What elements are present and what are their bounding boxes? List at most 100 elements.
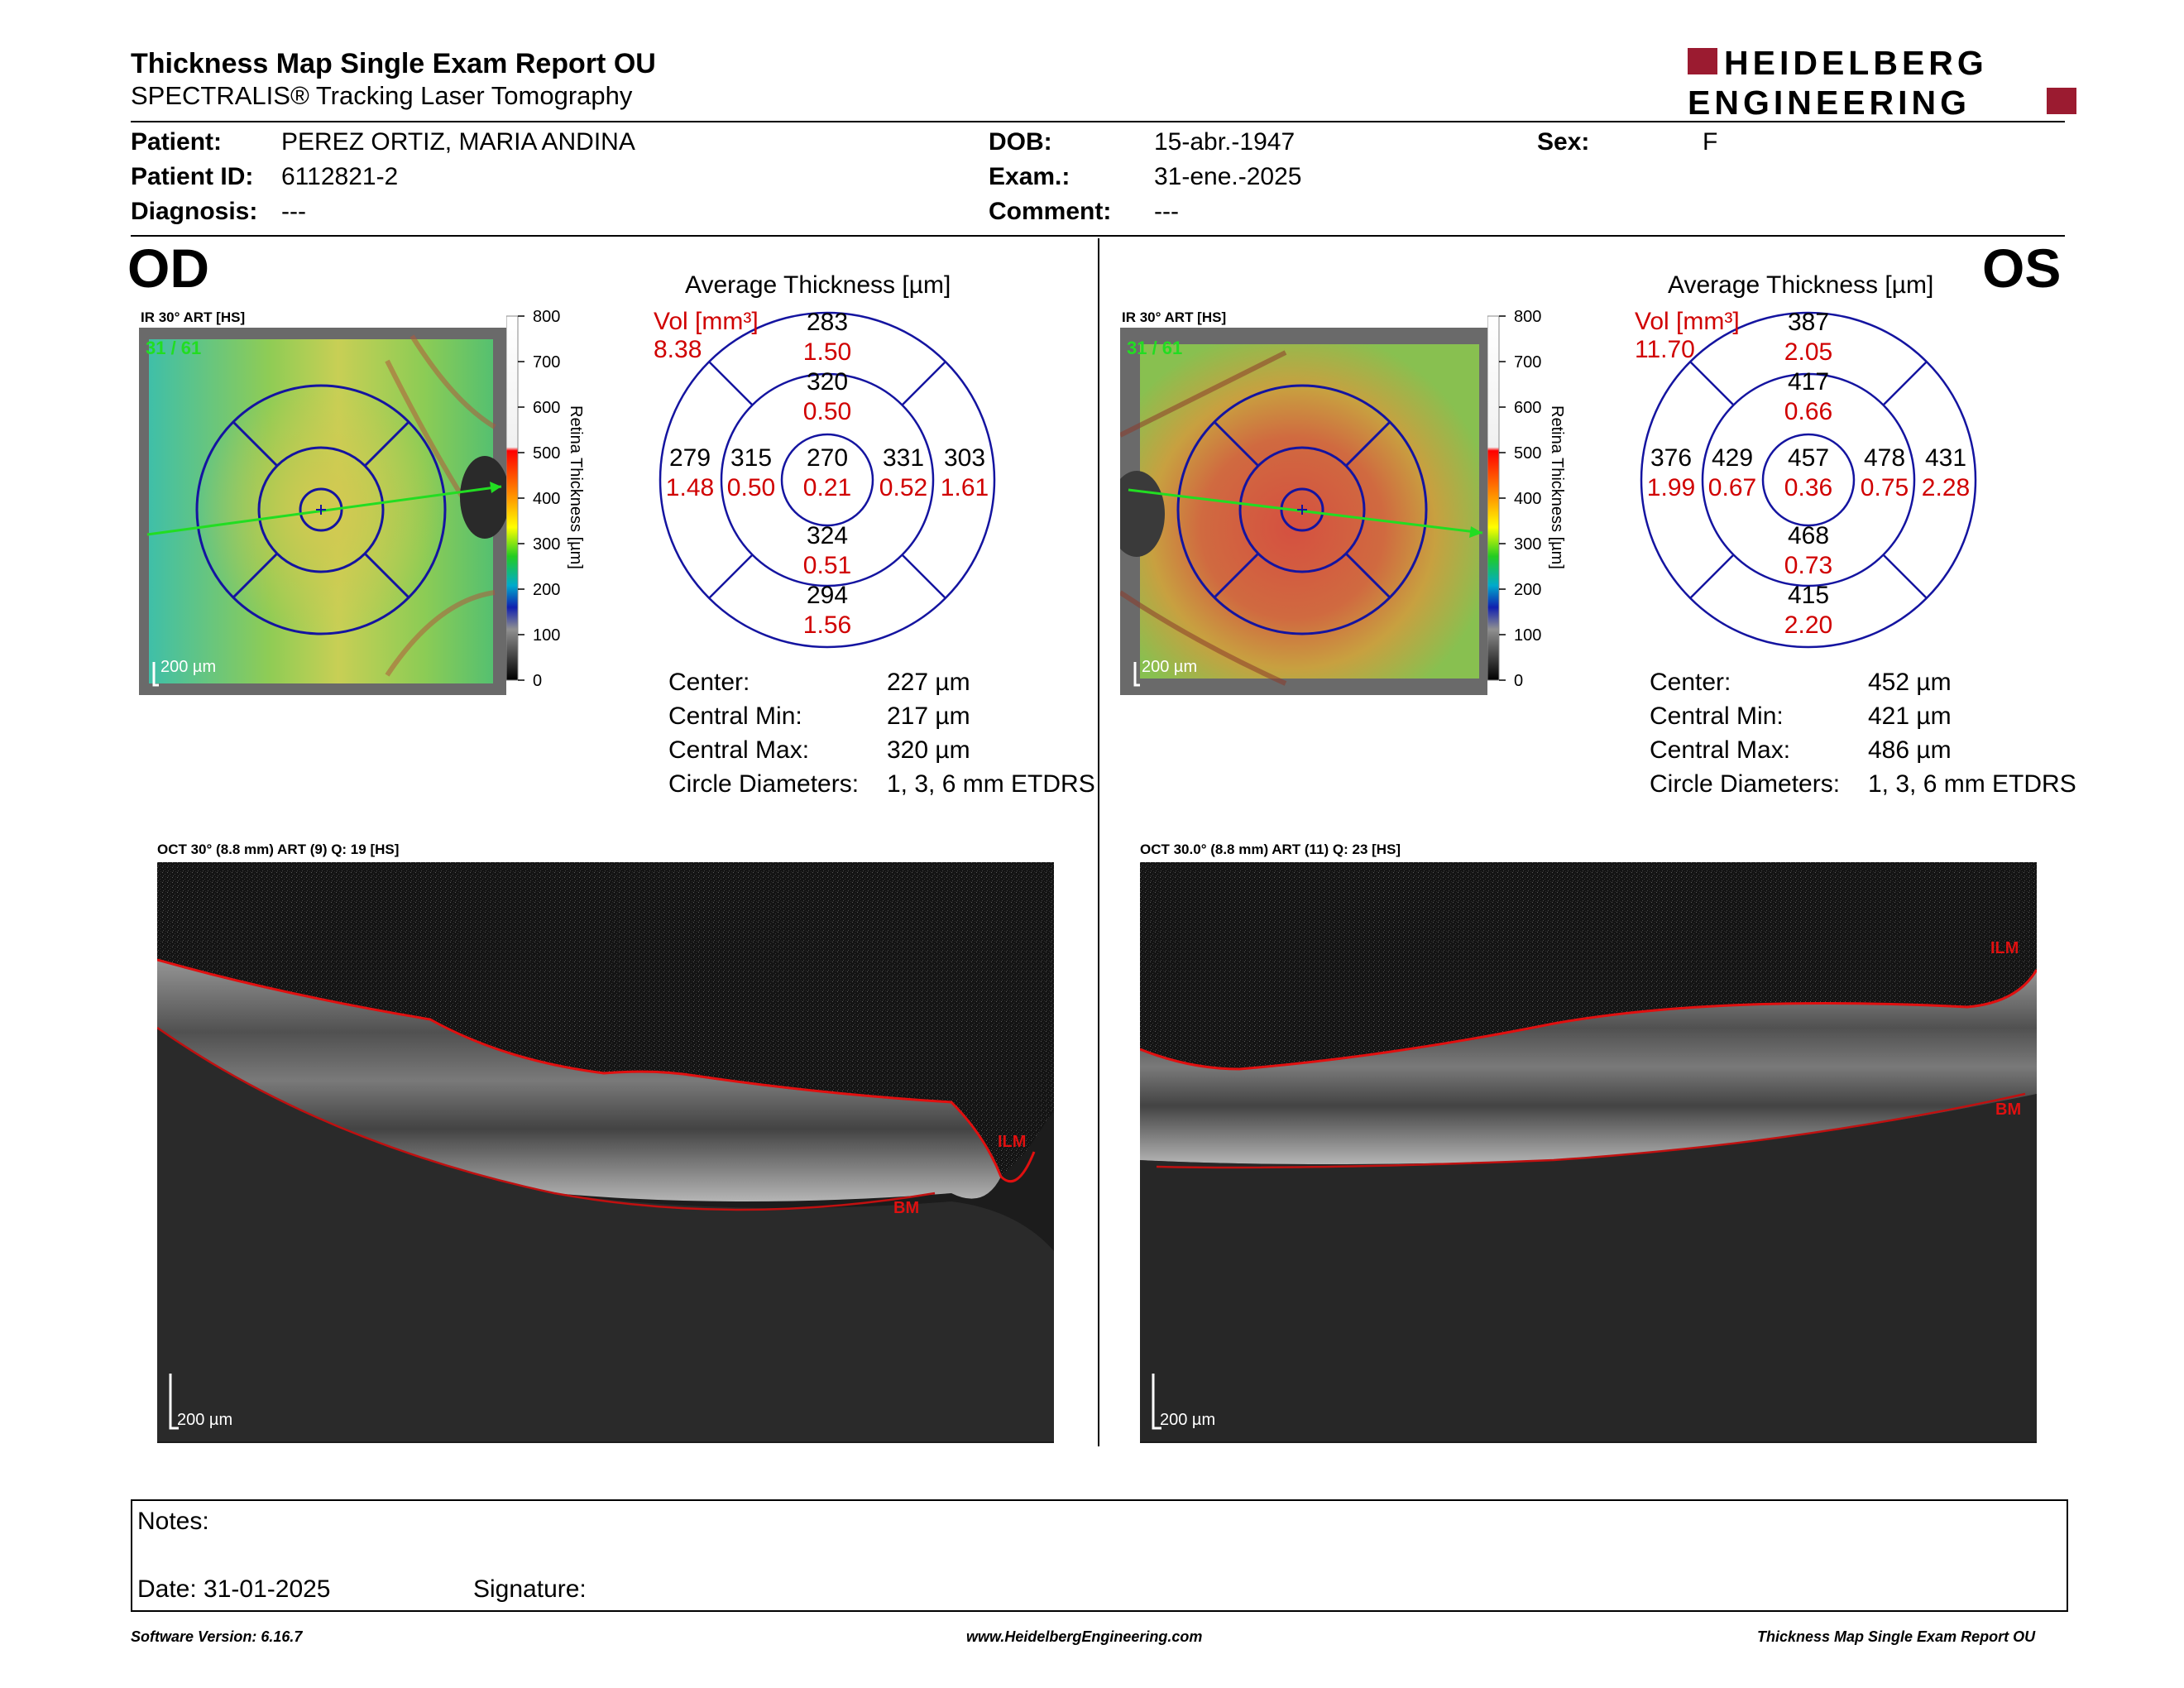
notes-box[interactable]: Notes: Date: 31-01-2025 Signature: — [131, 1499, 2068, 1612]
os-sector-inner-left-thickness: 429 — [1711, 444, 1754, 472]
os-colorbar-tick: 200 — [1514, 581, 1541, 599]
od-stat-value: 320 µm — [887, 736, 970, 764]
comment-value: --- — [1154, 198, 1179, 225]
od-ir-label: IR 30° ART [HS] — [141, 309, 246, 325]
od-sector-inner-right-volume: 0.52 — [879, 474, 928, 501]
os-colorbar-tick: 600 — [1514, 399, 1541, 417]
od-sector-outer-right-thickness: 303 — [943, 444, 986, 472]
od-sector-outer-inf-thickness: 294 — [806, 582, 849, 609]
logo-line2: ENGINEERING — [1688, 84, 1971, 117]
os-bm-label: BM — [1995, 1101, 2021, 1119]
od-sector-inner-sup-volume: 0.50 — [802, 398, 852, 425]
heidelberg-logo: HEIDELBERG ENGINEERING — [1688, 45, 2076, 117]
od-sector-outer-right-volume: 1.61 — [940, 474, 989, 501]
os-vol-label: Vol [mm³] — [1635, 308, 1740, 335]
os-stat-label: Central Min: — [1650, 703, 1784, 730]
od-bm-label: BM — [893, 1199, 919, 1217]
od-stat-value: 227 µm — [887, 669, 970, 696]
os-sector-inner-right-volume: 0.75 — [1860, 474, 1909, 501]
od-colorbar-tick: 600 — [533, 399, 560, 417]
od-colorbar-tick: 200 — [533, 581, 560, 599]
od-sector-outer-inf-volume: 1.56 — [802, 611, 852, 639]
os-sector-outer-inf-thickness: 415 — [1787, 582, 1830, 609]
od-oct-label: OCT 30° (8.8 mm) ART (9) Q: 19 [HS] — [157, 842, 400, 857]
header-rule — [131, 121, 2065, 122]
os-etdrs-grid — [1640, 311, 1977, 649]
footer-version: Software Version: 6.16.7 — [131, 1628, 303, 1645]
os-stat-value: 486 µm — [1868, 736, 1952, 764]
diagnosis-value: --- — [281, 198, 306, 225]
od-colorbar-tick: 700 — [533, 353, 560, 372]
od-frame-counter: 31 / 61 — [146, 338, 201, 358]
od-sector-outer-sup-thickness: 283 — [806, 309, 849, 336]
signature-label: Signature: — [473, 1575, 587, 1603]
od-thickness-map: 31 / 61 200 µm — [139, 328, 506, 695]
od-sector-inner-inf-thickness: 324 — [806, 522, 849, 549]
os-colorbar-tick: 800 — [1514, 308, 1541, 326]
os-sector-inner-inf-thickness: 468 — [1787, 522, 1830, 549]
od-colorbar-tick: 800 — [533, 308, 560, 326]
os-sector-inner-right-thickness: 478 — [1863, 444, 1906, 472]
os-sector-inner-sup-volume: 0.66 — [1784, 398, 1833, 425]
od-colorbar-title: Retina Thickness [µm] — [567, 405, 585, 569]
date-label: Date: 31-01-2025 — [137, 1575, 331, 1603]
os-sector-outer-sup-thickness: 387 — [1787, 309, 1830, 336]
os-oct-label: OCT 30.0° (8.8 mm) ART (11) Q: 23 [HS] — [1140, 842, 1401, 857]
od-stat-value: 217 µm — [887, 703, 970, 730]
patient-id-label: Patient ID: — [131, 163, 254, 190]
os-ir-label: IR 30° ART [HS] — [1122, 309, 1227, 325]
os-sector-inner-left-volume: 0.67 — [1707, 474, 1757, 501]
od-sector-inner-left-volume: 0.50 — [726, 474, 776, 501]
os-sector-outer-left-volume: 1.99 — [1646, 474, 1696, 501]
os-thickness-map: 31 / 61 200 µm — [1120, 328, 1487, 695]
os-sector-outer-right-volume: 2.28 — [1921, 474, 1971, 501]
os-frame-counter: 31 / 61 — [1127, 338, 1182, 358]
patient-id: 6112821-2 — [281, 163, 399, 190]
logo-line1: HEIDELBERG — [1724, 45, 1988, 82]
os-stat-label: Circle Diameters: — [1650, 770, 1841, 798]
report-subtitle: SPECTRALIS® Tracking Laser Tomography — [131, 81, 633, 110]
os-avg-title: Average Thickness [µm] — [1668, 271, 1934, 299]
os-sector-outer-sup-volume: 2.05 — [1784, 338, 1833, 366]
info-rule — [131, 235, 2065, 237]
od-map-scale-label: 200 µm — [160, 658, 216, 676]
os-stat-value: 421 µm — [1868, 703, 1952, 730]
od-colorbar-tick: 500 — [533, 444, 560, 463]
os-stat-label: Center: — [1650, 669, 1731, 696]
od-colorbar-tick: 100 — [533, 626, 560, 645]
od-sector-outer-sup-volume: 1.50 — [802, 338, 852, 366]
od-sector-inner-right-thickness: 331 — [882, 444, 925, 472]
sex-value: F — [1703, 128, 1718, 156]
os-stat-label: Central Max: — [1650, 736, 1791, 764]
dob-value: 15-abr.-1947 — [1154, 128, 1296, 156]
od-colorbar: 800 700 600 500 400 300 200 100 0 Retina Thickne… — [506, 308, 585, 690]
os-sector-center-thickness: 457 — [1787, 444, 1830, 472]
od-oct-scale-label: 200 µm — [177, 1411, 232, 1429]
od-sector-inner-sup-thickness: 320 — [806, 368, 849, 396]
os-eye-label: OS — [1982, 237, 2062, 299]
od-stat-label: Central Min: — [668, 703, 802, 730]
footer-report-name: Thickness Map Single Exam Report OU — [1757, 1628, 2036, 1645]
os-colorbar-tick: 500 — [1514, 444, 1541, 463]
os-vol-total: 11.70 — [1635, 336, 1695, 363]
od-sector-outer-left-volume: 1.48 — [665, 474, 715, 501]
od-etdrs-grid — [659, 311, 996, 649]
os-sector-inner-inf-volume: 0.73 — [1784, 552, 1833, 579]
os-sector-outer-right-thickness: 431 — [1924, 444, 1967, 472]
os-sector-center-volume: 0.36 — [1784, 474, 1833, 501]
dob-label: DOB: — [989, 128, 1052, 156]
report-title: Thickness Map Single Exam Report OU — [131, 48, 656, 79]
od-stat-label: Central Max: — [668, 736, 810, 764]
footer-website[interactable]: www.HeidelbergEngineering.com — [966, 1628, 1203, 1645]
od-ilm-label: ILM — [998, 1133, 1026, 1151]
os-colorbar-tick: 0 — [1514, 672, 1523, 690]
os-map-scale-label: 200 µm — [1142, 658, 1197, 676]
od-avg-title: Average Thickness [µm] — [685, 271, 951, 299]
os-oct-bscan: ILM BM 200 µm — [1140, 862, 2037, 1443]
os-stat-value: 1, 3, 6 mm ETDRS — [1868, 770, 2076, 798]
os-sector-outer-left-thickness: 376 — [1650, 444, 1693, 472]
od-oct-bscan: ILM BM 200 µm — [157, 862, 1054, 1443]
os-stat-value: 452 µm — [1868, 669, 1952, 696]
os-colorbar-title: Retina Thickness [µm] — [1548, 405, 1566, 569]
eye-divider — [1098, 238, 1099, 1446]
